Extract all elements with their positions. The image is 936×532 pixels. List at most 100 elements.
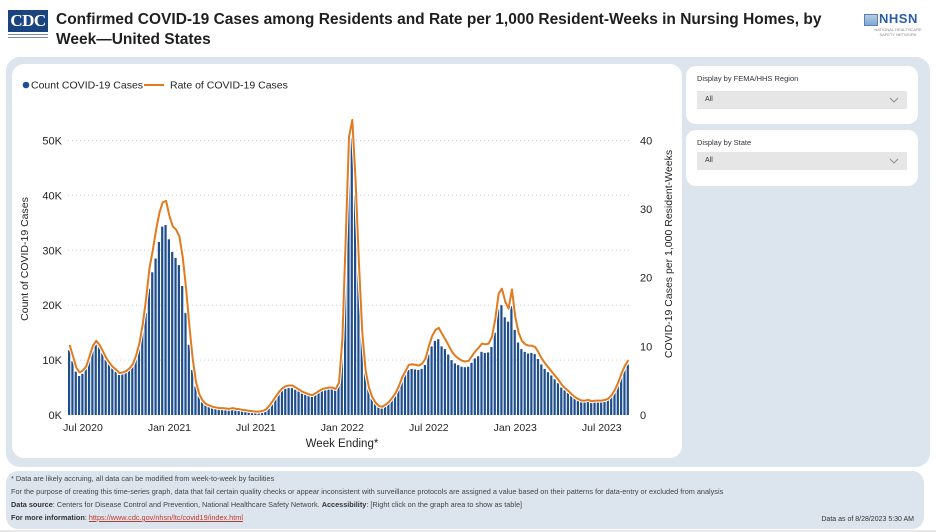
bar-week[interactable] — [367, 387, 370, 415]
bar-week[interactable] — [224, 408, 227, 415]
bar-week[interactable] — [91, 348, 94, 415]
bar-week[interactable] — [71, 361, 74, 415]
bar-week[interactable] — [117, 374, 121, 415]
bar-week[interactable] — [596, 400, 599, 415]
combo-chart[interactable]: Count COVID-19 Cases Rate of COVID-19 Ca… — [12, 64, 682, 458]
bar-week[interactable] — [277, 393, 280, 415]
bar-week[interactable] — [234, 408, 237, 415]
bar-week[interactable] — [144, 312, 147, 415]
bar-week[interactable] — [247, 411, 250, 415]
bar-week[interactable] — [297, 391, 300, 415]
bar-week[interactable] — [423, 365, 427, 415]
bar-week[interactable] — [184, 312, 187, 415]
bar-week[interactable] — [407, 369, 410, 415]
bar-week[interactable] — [330, 389, 333, 415]
bar-week[interactable] — [310, 396, 313, 415]
bar-week[interactable] — [560, 387, 563, 415]
bar-week[interactable] — [157, 242, 161, 415]
bar-week[interactable] — [387, 402, 390, 415]
bar-week[interactable] — [320, 390, 323, 415]
bar-week[interactable] — [107, 364, 111, 415]
bar-week[interactable] — [563, 390, 566, 415]
bar-week[interactable] — [227, 408, 230, 415]
bar-week[interactable] — [171, 251, 174, 415]
bar-week[interactable] — [337, 384, 340, 415]
bar-week[interactable] — [586, 400, 589, 415]
bar-week[interactable] — [260, 411, 264, 415]
bar-week[interactable] — [433, 340, 437, 415]
bar-week[interactable] — [340, 343, 343, 415]
bar-week[interactable] — [470, 362, 473, 415]
bar-week[interactable] — [324, 389, 327, 415]
bar-week[interactable] — [174, 257, 177, 415]
bar-week[interactable] — [131, 366, 134, 415]
bar-week[interactable] — [440, 346, 443, 415]
bar-week[interactable] — [220, 408, 224, 415]
bar-week[interactable] — [477, 356, 480, 415]
bar-week[interactable] — [317, 392, 320, 415]
bar-week[interactable] — [250, 411, 254, 415]
bar-week[interactable] — [270, 402, 274, 415]
bar-week[interactable] — [530, 352, 533, 415]
bar-week[interactable] — [453, 363, 456, 415]
bar-week[interactable] — [546, 372, 550, 415]
bar-week[interactable] — [344, 250, 347, 415]
bar-week[interactable] — [217, 408, 220, 415]
bar-week[interactable] — [490, 346, 493, 415]
bar-week[interactable] — [207, 406, 210, 415]
bar-week[interactable] — [111, 368, 114, 415]
bar-week[interactable] — [353, 195, 357, 415]
bar-week[interactable] — [164, 225, 167, 415]
bar-week[interactable] — [410, 368, 413, 415]
bar-week[interactable] — [496, 309, 500, 415]
bar-week[interactable] — [81, 373, 84, 415]
bar-week[interactable] — [626, 364, 629, 415]
bar-week[interactable] — [94, 344, 97, 415]
bar-week[interactable] — [124, 372, 127, 415]
bar-week[interactable] — [194, 386, 197, 415]
bar-week[interactable] — [536, 359, 540, 415]
bar-week[interactable] — [590, 401, 593, 415]
bar-week[interactable] — [413, 369, 417, 415]
bar-week[interactable] — [480, 351, 483, 415]
bar-week[interactable] — [363, 371, 367, 415]
bar-week[interactable] — [267, 406, 270, 415]
bar-week[interactable] — [177, 265, 180, 415]
bar-week[interactable] — [610, 396, 613, 415]
bar-week[interactable] — [556, 383, 560, 415]
bar-week[interactable] — [74, 371, 77, 415]
bar-week[interactable] — [566, 393, 570, 415]
bar-week[interactable] — [191, 369, 194, 415]
bar-week[interactable] — [287, 388, 290, 415]
bar-week[interactable] — [460, 366, 463, 415]
bar-week[interactable] — [87, 359, 91, 415]
cdc-logo[interactable]: CDC — [8, 10, 48, 40]
bar-week[interactable] — [500, 305, 503, 415]
bar-week[interactable] — [314, 394, 317, 415]
bar-week[interactable] — [187, 344, 190, 415]
bar-week[interactable] — [327, 389, 330, 415]
bar-week[interactable] — [97, 347, 101, 415]
bar-week[interactable] — [443, 349, 447, 415]
bar-week[interactable] — [397, 387, 400, 415]
bar-week[interactable] — [290, 388, 294, 415]
bar-week[interactable] — [550, 375, 553, 415]
bar-week[interactable] — [360, 335, 363, 415]
bar-week[interactable] — [540, 364, 543, 415]
nhsn-logo[interactable]: NHSN NATIONAL HEALTHCARE SAFETY NETWORK — [864, 11, 928, 40]
bar-week[interactable] — [467, 366, 470, 415]
bar-week[interactable] — [294, 389, 297, 415]
bar-week[interactable] — [350, 137, 353, 415]
bar-week[interactable] — [513, 329, 516, 415]
bar-week[interactable] — [304, 394, 307, 415]
bar-week[interactable] — [121, 373, 124, 415]
bar-week[interactable] — [104, 360, 107, 415]
bar-week[interactable] — [516, 342, 520, 415]
bar-week[interactable] — [284, 388, 287, 415]
bar-week[interactable] — [167, 239, 170, 415]
bar-week[interactable] — [101, 353, 104, 415]
bar-week[interactable] — [134, 359, 137, 415]
bar-week[interactable] — [400, 380, 403, 415]
bar-week[interactable] — [520, 349, 523, 415]
bar-week[interactable] — [623, 369, 626, 415]
